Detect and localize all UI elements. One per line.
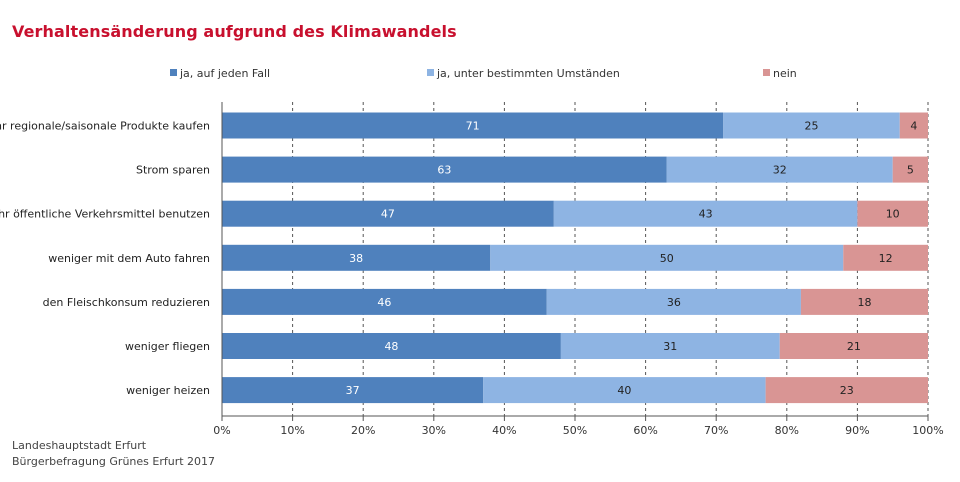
data-label: 36 <box>667 296 681 309</box>
bar-segment <box>222 156 667 183</box>
bar-segment <box>483 377 766 404</box>
bar-segment <box>723 112 900 139</box>
bar-segment <box>857 200 928 227</box>
x-tick-label: 70% <box>704 424 728 437</box>
data-label: 32 <box>773 164 787 177</box>
data-label: 37 <box>346 384 360 397</box>
source-line-2: Bürgerbefragung Grünes Erfurt 2017 <box>12 455 216 468</box>
bar-segment <box>560 333 780 359</box>
x-tick-label: 100% <box>912 424 943 437</box>
chart-title: Verhaltensänderung aufgrund des Klimawan… <box>12 22 457 41</box>
x-tick-label: 80% <box>775 424 799 437</box>
legend-swatch <box>427 69 434 76</box>
data-label: 71 <box>466 120 480 133</box>
bar-segment <box>222 377 484 404</box>
bar-segment <box>800 288 928 315</box>
data-label: 50 <box>660 252 674 265</box>
bar-segment <box>899 112 928 139</box>
category-label: Strom sparen <box>136 164 210 177</box>
bar-segment <box>843 244 928 271</box>
bar-segment <box>490 244 844 271</box>
x-tick-label: 0% <box>213 424 230 437</box>
data-label: 47 <box>381 208 395 221</box>
bar-segment <box>553 200 858 227</box>
x-axis: 0% 10% 20% 30% 40% 50% 60% 70% 80% 90% 100% <box>213 102 944 437</box>
x-tick-label: 60% <box>633 424 657 437</box>
category-label: den Fleischkonsum reduzieren <box>43 296 210 309</box>
x-tick-label: 40% <box>492 424 516 437</box>
x-tick-label: 20% <box>351 424 375 437</box>
bar-segment <box>779 333 928 359</box>
data-label: 38 <box>349 252 363 265</box>
data-label: 46 <box>377 296 391 309</box>
data-label: 23 <box>840 384 854 397</box>
legend-swatch <box>170 69 177 76</box>
legend-label: ja, unter bestimmten Umständen <box>436 67 620 80</box>
category-label: mehr regionale/saisonale Produkte kaufen <box>0 120 210 133</box>
bar-segment <box>222 112 724 139</box>
data-label: 40 <box>617 384 631 397</box>
data-label: 63 <box>437 164 451 177</box>
bar-segment <box>222 244 491 271</box>
bar-segment <box>765 377 928 404</box>
data-label: 48 <box>384 340 398 353</box>
bar-segment <box>892 156 928 183</box>
data-label: 5 <box>907 164 914 177</box>
bar-segment <box>222 333 561 359</box>
x-tick-label: 90% <box>845 424 869 437</box>
category-label: mehr öffentliche Verkehrsmittel benutzen <box>0 208 210 221</box>
bars: 71 25 4 63 32 5 47 43 10 38 50 12 46 36 18 48 31 21 37 40 23 <box>222 112 928 404</box>
data-label: 21 <box>847 340 861 353</box>
category-label: weniger fliegen <box>125 340 210 353</box>
bar-segment <box>666 156 893 183</box>
data-label: 4 <box>910 120 917 133</box>
x-tick-label: 10% <box>280 424 304 437</box>
bar-segment <box>222 200 554 227</box>
data-label: 43 <box>699 208 713 221</box>
x-tick-label: 50% <box>563 424 587 437</box>
legend: ja, auf jeden Fall ja, unter bestimmten U… <box>170 67 797 80</box>
legend-swatch <box>763 69 770 76</box>
data-label: 10 <box>886 208 900 221</box>
data-label: 12 <box>879 252 893 265</box>
data-label: 18 <box>857 296 871 309</box>
category-label: weniger heizen <box>126 384 210 397</box>
bar-segment <box>222 288 547 315</box>
data-label: 31 <box>663 340 677 353</box>
legend-label: ja, auf jeden Fall <box>179 67 270 80</box>
data-label: 25 <box>805 120 819 133</box>
source-line-1: Landeshauptstadt Erfurt <box>12 439 147 452</box>
category-labels: mehr regionale/saisonale Produkte kaufen… <box>0 120 210 398</box>
x-tick-label: 30% <box>422 424 446 437</box>
legend-label: nein <box>773 67 797 80</box>
bar-segment <box>546 288 801 315</box>
category-label: weniger mit dem Auto fahren <box>48 252 210 265</box>
